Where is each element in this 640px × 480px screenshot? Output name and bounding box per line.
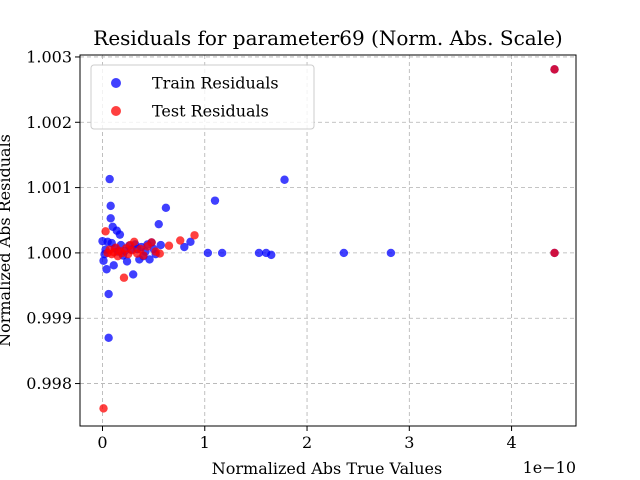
- train-residual-point: [115, 230, 125, 239]
- test-residual-point: [550, 248, 559, 258]
- train-residual-point: [105, 174, 114, 184]
- test-residual-point: [119, 273, 129, 282]
- train-residual-point: [154, 219, 163, 229]
- train-residual-point: [267, 250, 276, 260]
- legend-box: [90, 64, 315, 130]
- plot-area-frame: [79, 54, 577, 427]
- train-residual-point: [145, 255, 154, 264]
- y-tick-label: 0.999: [26, 309, 72, 328]
- y-tick-label: 1.000: [26, 243, 72, 262]
- x-tick-label: 3: [404, 433, 414, 452]
- test-residual-point: [190, 231, 199, 240]
- train-residual-point: [156, 240, 165, 250]
- x-axis-offset-label: 1e−10: [523, 458, 576, 477]
- train-residual-point: [386, 248, 396, 258]
- y-tick-label: 0.998: [26, 374, 72, 393]
- grid-lines: [80, 55, 576, 426]
- train-residual-point: [106, 201, 115, 211]
- train-residual-point: [128, 270, 138, 279]
- test-residual-point: [550, 65, 559, 74]
- legend-marker-train: [111, 78, 121, 88]
- legend-label-test: Test Residuals: [152, 102, 269, 121]
- train-residual-point: [203, 248, 213, 258]
- train-residual-point: [217, 248, 227, 258]
- train-residual-point: [210, 196, 220, 205]
- test-residual-point: [176, 236, 185, 245]
- train-residual-point: [180, 242, 189, 252]
- legend-marker-test: [111, 106, 121, 116]
- x-axis-label: Normalized Abs True Values: [212, 459, 442, 478]
- x-tick-label: 1: [200, 433, 210, 452]
- test-residual-point: [155, 249, 164, 258]
- train-residual-point: [102, 265, 111, 274]
- y-tick-label: 1.001: [26, 178, 72, 197]
- test-residual-point: [147, 238, 156, 247]
- chart-title: Residuals for parameter69 (Norm. Abs. Sc…: [93, 26, 562, 50]
- train-residual-point: [104, 289, 113, 299]
- y-tick-label: 1.002: [26, 113, 72, 132]
- train-residual-point: [186, 237, 195, 247]
- test-residual-point: [136, 244, 145, 254]
- y-axis-label: Normalized Abs Residuals: [0, 134, 14, 347]
- x-tick-label: 0: [97, 433, 107, 452]
- train-residual-point: [104, 333, 113, 343]
- y-tick-label: 1.003: [26, 47, 72, 66]
- test-residual-point: [130, 237, 139, 247]
- train-residual-point: [161, 203, 171, 213]
- chart-legend: Train Residuals Test Residuals: [90, 64, 315, 130]
- train-residual-point: [106, 214, 115, 223]
- axis-ticks: 0 1 2 3 4 0.998 0.999 1.000 1.001 1.002 1.003: [26, 47, 516, 452]
- test-residual-point: [101, 227, 110, 236]
- test-residual-point: [99, 404, 108, 413]
- train-residual-point: [280, 175, 289, 184]
- x-tick-label: 4: [506, 433, 516, 452]
- legend-label-train: Train Residuals: [152, 74, 279, 93]
- train-residual-point: [339, 248, 349, 258]
- train-residual-point: [254, 248, 264, 258]
- test-residual-point: [164, 241, 174, 250]
- data-points: [98, 65, 559, 413]
- train-residual-point: [99, 256, 108, 265]
- test-residual-point: [139, 251, 148, 260]
- train-residual-point: [109, 261, 118, 270]
- train-residual-point: [122, 257, 132, 266]
- x-tick-label: 2: [302, 433, 312, 452]
